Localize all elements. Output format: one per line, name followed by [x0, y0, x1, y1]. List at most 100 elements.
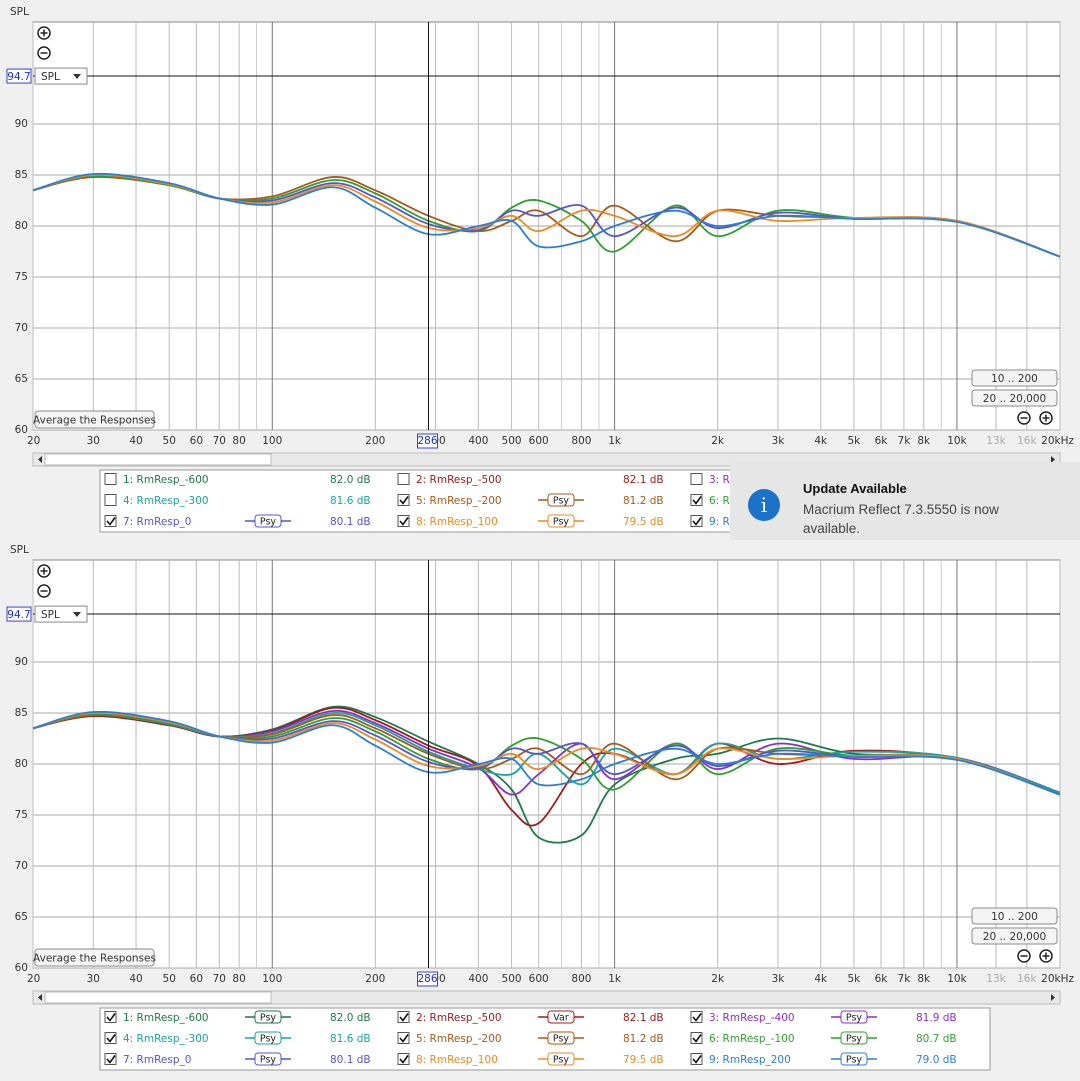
- legend-name: 5: RmResp_-200: [416, 495, 502, 507]
- smoothing-box[interactable]: [840, 1052, 868, 1066]
- cursor-y-label: 94.7: [7, 609, 30, 621]
- legend-name: 8: RmResp_100: [416, 516, 498, 528]
- smoothing-label: Psy: [846, 1034, 863, 1045]
- x-tick-label: 800: [571, 973, 591, 985]
- y-select[interactable]: [34, 67, 88, 85]
- smoothing-box[interactable]: [254, 514, 282, 528]
- smoothing-box[interactable]: [254, 1010, 282, 1024]
- checkbox[interactable]: [104, 473, 117, 485]
- x-tick-label: 60: [190, 435, 203, 447]
- y-tick-label: 85: [15, 707, 28, 719]
- legend-name: 2: RmResp_-500: [416, 1012, 502, 1024]
- legend-name: 2: RmResp_-500: [416, 474, 502, 486]
- x-tick-label: 400: [468, 973, 488, 985]
- legend-name: 7: RmResp_0: [123, 1054, 191, 1066]
- x-tick-label: 1k: [608, 973, 622, 985]
- checkbox[interactable]: [397, 1053, 410, 1065]
- notification-title: Update Available: [803, 481, 907, 496]
- legend-reading: 82.0 dB: [330, 474, 371, 486]
- smoothing-box[interactable]: [547, 1052, 575, 1066]
- y-select-arrow: [73, 74, 81, 80]
- range-button[interactable]: [971, 389, 1058, 407]
- x-tick-label: 3k: [772, 973, 786, 985]
- checkmark: [106, 1013, 116, 1022]
- legend-name: 7: RmResp_0: [123, 516, 191, 528]
- smoothing-box[interactable]: [547, 514, 575, 528]
- checkbox[interactable]: [690, 494, 703, 506]
- average-button[interactable]: [34, 410, 155, 429]
- legend-reading: 82.0 dB: [330, 1012, 371, 1024]
- checkbox[interactable]: [690, 1011, 703, 1023]
- smoothing-box[interactable]: [547, 1031, 575, 1045]
- checkbox[interactable]: [104, 494, 117, 506]
- legend-reading: 81.9 dB: [916, 1012, 957, 1024]
- range-button[interactable]: [971, 907, 1058, 925]
- scrollbar[interactable]: [32, 990, 1061, 1005]
- cursor-y-box: [6, 606, 32, 622]
- legend-reading: 79.0 dB: [916, 1054, 957, 1066]
- x-tick-label: 600: [529, 435, 549, 447]
- smoothing-box[interactable]: [254, 1031, 282, 1045]
- cursor-x-label: 286: [417, 435, 437, 447]
- checkbox[interactable]: [690, 515, 703, 527]
- checkmark: [399, 1034, 409, 1043]
- checkmark: [399, 496, 409, 505]
- range-button[interactable]: [971, 369, 1058, 387]
- checkbox[interactable]: [690, 1053, 703, 1065]
- checkbox[interactable]: [397, 1011, 410, 1023]
- checkmark: [399, 517, 409, 526]
- checkbox[interactable]: [104, 515, 117, 527]
- x-tick-label: 20kHz: [1041, 973, 1074, 985]
- x-tick-label: 1k: [608, 435, 622, 447]
- y-select[interactable]: [34, 605, 88, 623]
- smoothing-box[interactable]: [547, 1010, 575, 1024]
- smoothing-label: Psy: [846, 1013, 863, 1024]
- y-tick-label: 60: [15, 962, 28, 974]
- checkbox[interactable]: [690, 1032, 703, 1044]
- checkmark: [692, 496, 702, 505]
- checkbox[interactable]: [397, 1032, 410, 1044]
- checkbox[interactable]: [397, 494, 410, 506]
- x-tick-label: 200: [365, 435, 385, 447]
- y-select-label: SPL: [41, 609, 60, 621]
- legend-name: 9: RmResp_200: [709, 1054, 791, 1066]
- average-button[interactable]: [34, 948, 155, 967]
- checkmark: [399, 1055, 409, 1064]
- checkbox[interactable]: [690, 473, 703, 485]
- smoothing-box[interactable]: [840, 1031, 868, 1045]
- checkbox[interactable]: [104, 1011, 117, 1023]
- average-button-label: Average the Responses: [33, 415, 156, 427]
- x-tick-label: 8k: [917, 435, 931, 447]
- y-tick-label: 80: [15, 220, 28, 232]
- checkbox[interactable]: [397, 473, 410, 485]
- y-axis-title: SPL: [10, 6, 29, 18]
- cursor-x-label: 286: [417, 973, 437, 985]
- cursor-y-box: [6, 68, 32, 84]
- y-tick-label: 75: [15, 809, 28, 821]
- smoothing-label: Psy: [260, 517, 277, 528]
- response-curve: [33, 172, 1060, 258]
- smoothing-box[interactable]: [547, 493, 575, 507]
- scroll-thumb[interactable]: [44, 991, 272, 1004]
- y-tick-label: 65: [15, 373, 28, 385]
- smoothing-box[interactable]: [840, 1010, 868, 1024]
- checkbox[interactable]: [397, 515, 410, 527]
- x-tick-label: 20: [27, 435, 40, 447]
- y-tick-label: 60: [15, 424, 28, 436]
- scroll-thumb[interactable]: [44, 453, 272, 466]
- range-button[interactable]: [971, 927, 1058, 945]
- x-tick-label: 100: [262, 435, 282, 447]
- x-tick-label: 20: [27, 973, 40, 985]
- legend-reading: 81.6 dB: [330, 495, 371, 507]
- checkbox[interactable]: [104, 1032, 117, 1044]
- smoothing-label: Psy: [553, 1055, 570, 1066]
- scroll-right: [1051, 456, 1055, 463]
- legend-name: 4: RmResp_-300: [123, 495, 209, 507]
- smoothing-box[interactable]: [254, 1052, 282, 1066]
- notification[interactable]: i Update Available Macrium Reflect 7.3.5…: [730, 462, 1080, 540]
- x-tick-label: 2k: [711, 435, 725, 447]
- checkbox[interactable]: [104, 1053, 117, 1065]
- y-tick-label: 75: [15, 271, 28, 283]
- x-tick-label: 30: [87, 435, 100, 447]
